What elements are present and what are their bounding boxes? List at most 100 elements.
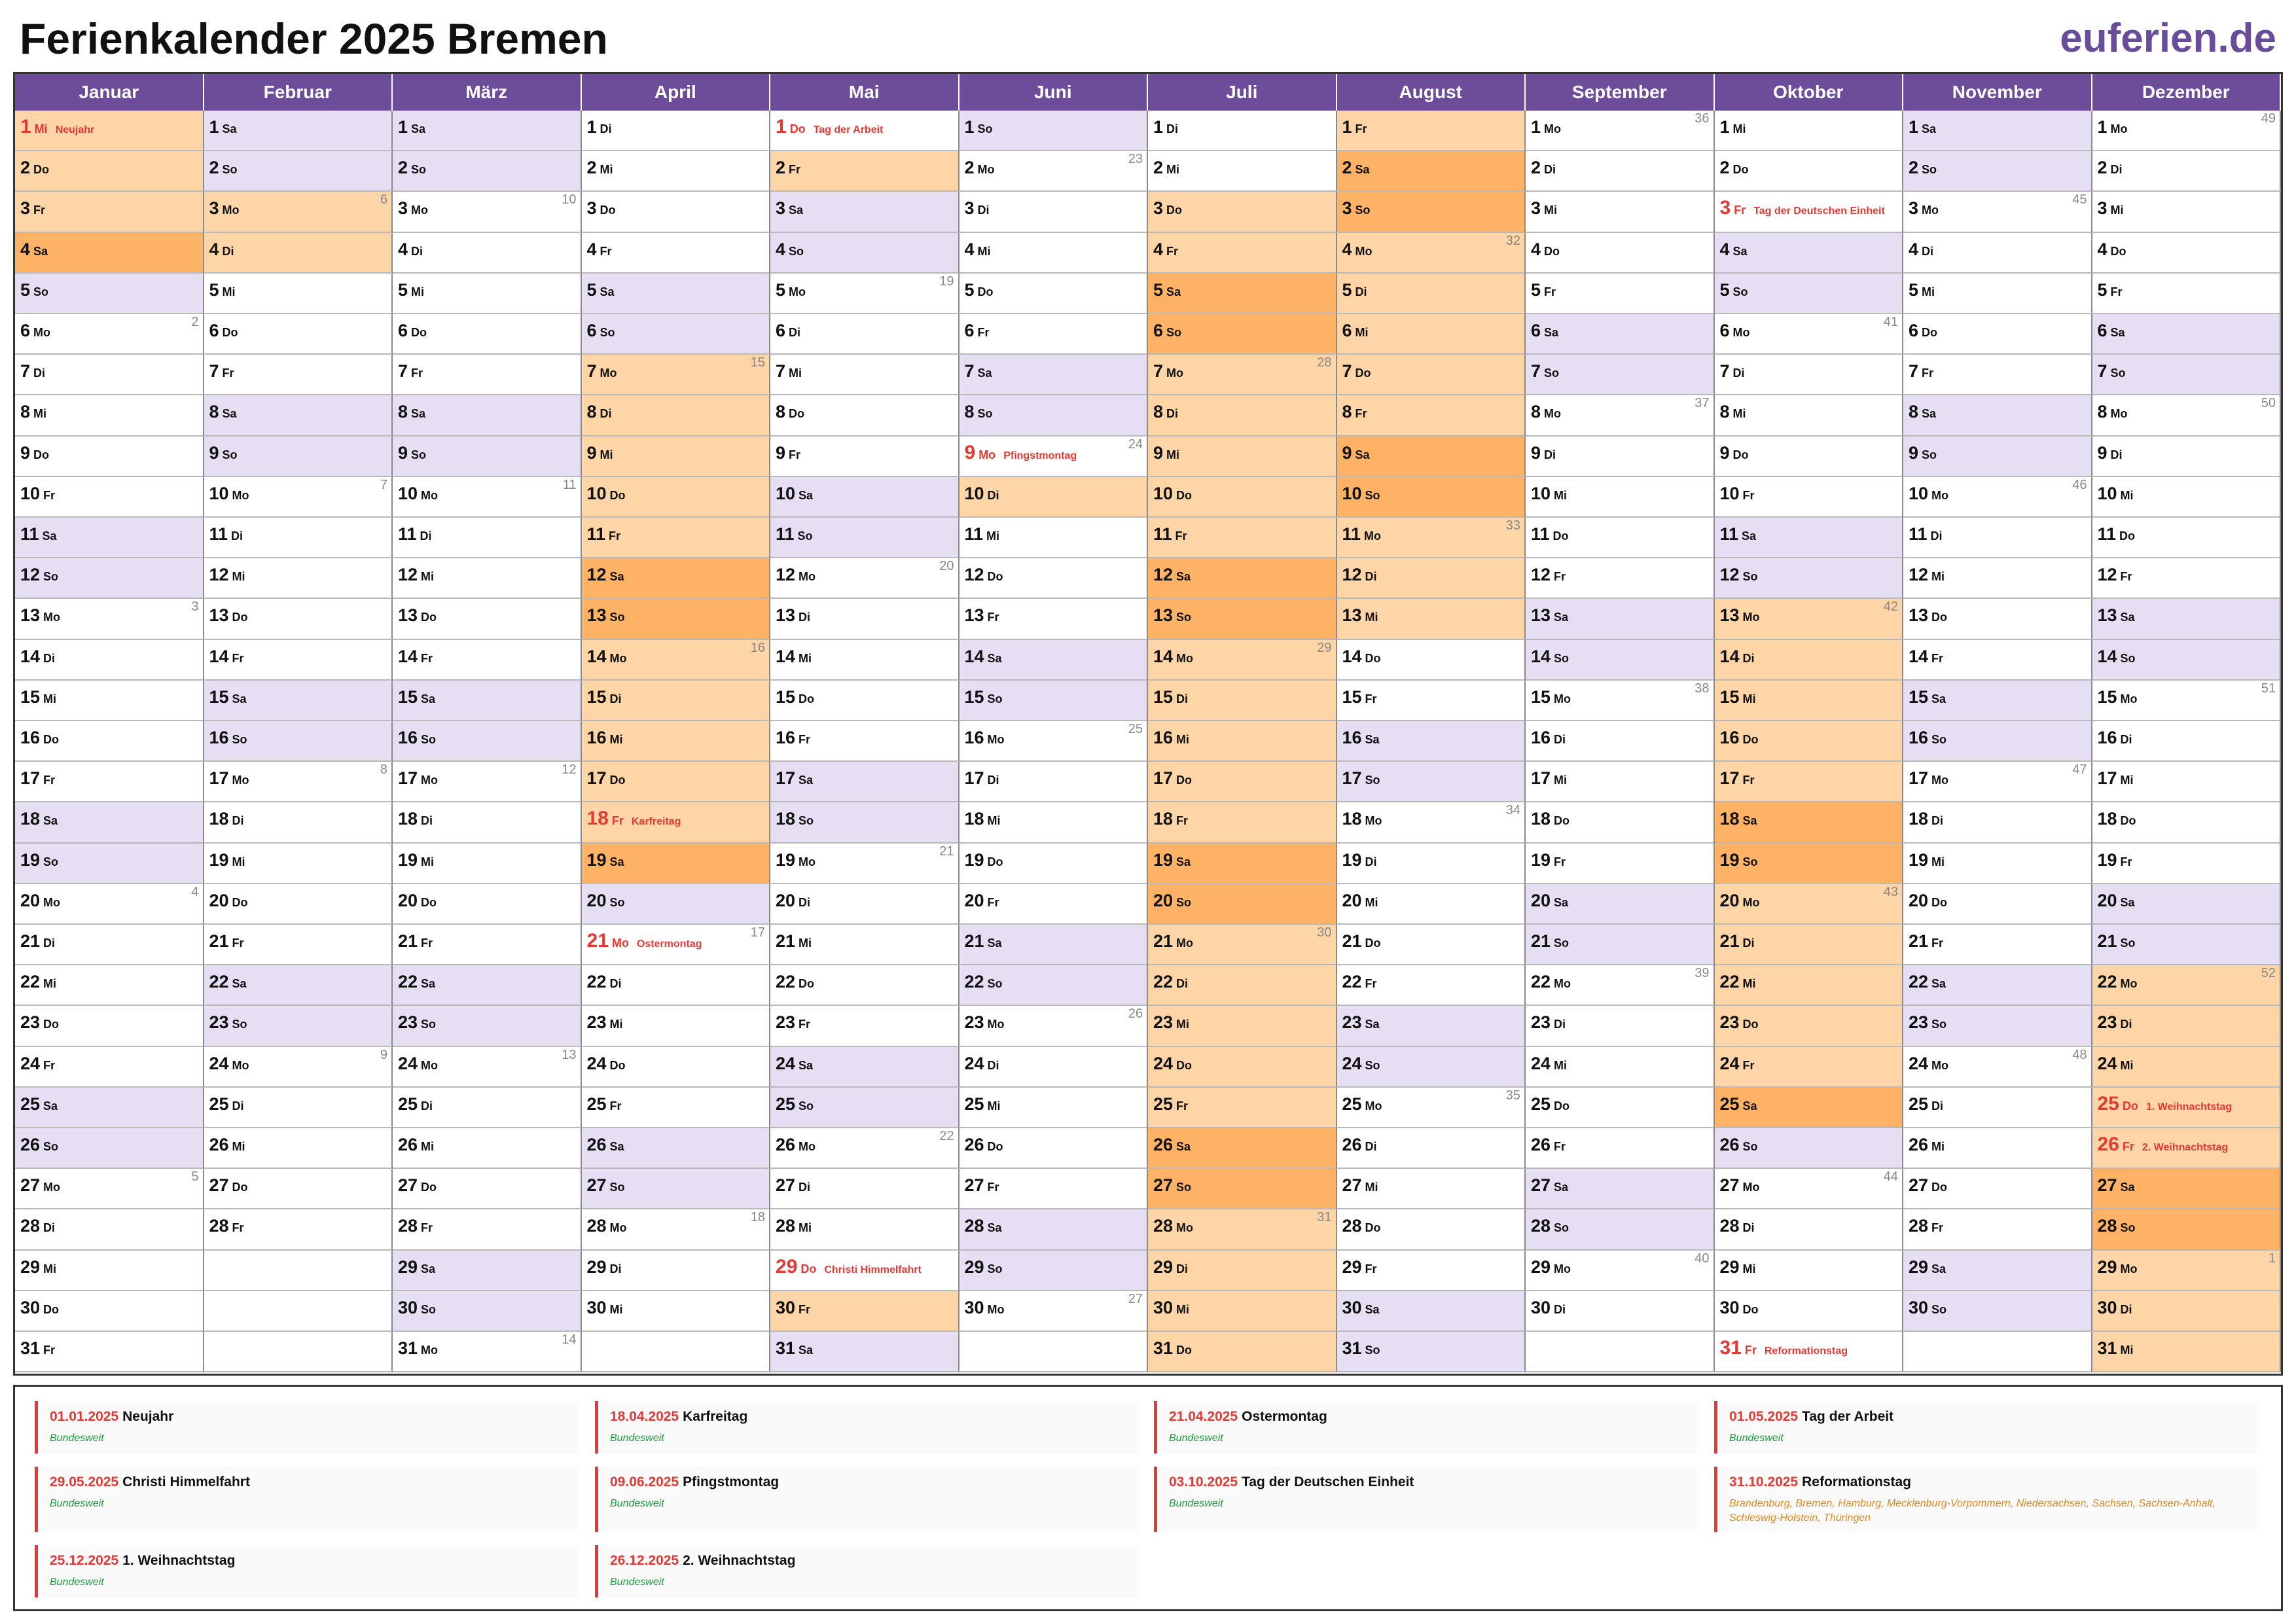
day-number: 10 Mo	[398, 483, 439, 503]
day-cell: 11 Mo 33	[1336, 518, 1526, 559]
weekday-label: Mi	[986, 529, 1000, 543]
day-number: 4 Di	[1909, 239, 1934, 259]
weekday-label: So	[1554, 936, 1570, 950]
day-number: 13 Mo	[1719, 605, 1760, 626]
week-number: 11	[562, 477, 577, 492]
day-number: 17 Mi	[1531, 768, 1568, 789]
weekday-label: Do	[609, 488, 626, 502]
day-number: 6 Mo	[1719, 321, 1750, 340]
weekday-label: Mi	[232, 855, 245, 868]
weekday-label: So	[798, 1099, 814, 1113]
day-number: 8 So	[964, 402, 993, 422]
day-number: 16 Mo	[964, 728, 1005, 747]
day-number: 13 Sa	[2097, 605, 2135, 626]
weekday-label: Do	[1742, 1302, 1759, 1316]
day-cell: 20 Mo 43	[1714, 883, 1903, 925]
weekday-label: Mi	[600, 448, 613, 461]
day-cell: 2 Fr	[770, 151, 960, 192]
weekday-label: Do	[1922, 326, 1938, 339]
day-cell: 6 So	[581, 314, 770, 355]
weekday-label: Di	[1742, 1221, 1755, 1235]
day-number: 28 Do	[1342, 1216, 1381, 1236]
day-number: 4 Mi	[964, 239, 991, 259]
day-number: 5 Fr	[2097, 279, 2123, 300]
weekday-label: Fr	[798, 1302, 811, 1316]
day-number: 17 Mo	[1909, 768, 1949, 789]
day-number: 2 Di	[1531, 158, 1556, 178]
day-number: 20 Sa	[2097, 890, 2135, 910]
weekday-label: Do	[798, 977, 815, 991]
day-cell: 28 Fr	[204, 1209, 393, 1251]
weekday-label: Do	[232, 895, 248, 909]
day-number: 11 Mo	[1342, 524, 1382, 544]
day-number: 26 Sa	[586, 1135, 624, 1154]
day-cell: 24 Sa	[770, 1046, 960, 1088]
weekday-label: So	[421, 1018, 437, 1031]
day-number: 30 So	[398, 1297, 437, 1317]
weekday-label: Di	[222, 244, 234, 258]
day-number: 10 Do	[586, 483, 626, 503]
day-cell: 19 Fr	[2092, 843, 2281, 884]
day-cell: 13 Mo 3	[15, 599, 204, 640]
weekday-label: Do	[421, 611, 437, 624]
weekday-label: Do	[43, 1018, 60, 1031]
day-number: 4 Di	[209, 239, 234, 259]
weekday-label: Di	[2120, 733, 2132, 746]
weekday-label: Fr	[609, 529, 621, 543]
day-cell: 10 Do	[581, 476, 770, 518]
day-cell: 13 Sa	[2092, 599, 2281, 640]
day-number: 20 Di	[776, 890, 811, 910]
weekday-label: Di	[1166, 407, 1179, 421]
day-cell: 21 Mo 30	[1148, 925, 1337, 966]
weekday-label: Mo	[1742, 611, 1760, 624]
weekday-label: Mo	[1554, 1262, 1571, 1275]
legend-holiday-name: Pfingstmontag	[683, 1474, 780, 1489]
day-number: 7 Mi	[776, 361, 802, 382]
week-number: 35	[1505, 1088, 1520, 1103]
weekday-label: Mi	[1732, 407, 1746, 421]
day-number: 15 Sa	[1909, 687, 1946, 707]
holiday-name: 1. Weihnachtstag	[2145, 1101, 2233, 1113]
day-number: 18 Di	[209, 809, 244, 829]
weekday-label: So	[2120, 936, 2136, 950]
day-cell: 14 Fr	[1903, 639, 2092, 681]
day-number: 3 Di	[964, 198, 990, 219]
weekday-label: Mi	[1742, 977, 1756, 991]
day-cell: 29 Di	[1148, 1250, 1337, 1291]
day-cell: 16 Mi	[1148, 721, 1337, 762]
day-cell	[204, 1291, 393, 1332]
day-cell: 26 So	[1714, 1128, 1903, 1169]
day-cell: 21 Mi	[770, 925, 960, 966]
weekday-label: Mi	[2120, 774, 2134, 787]
day-cell	[581, 1332, 770, 1373]
day-number: 22 Mo	[1531, 972, 1571, 992]
weekday-label: Fr	[1742, 488, 1755, 502]
weekday-label: Sa	[232, 977, 247, 991]
day-number: 25 Do	[1531, 1094, 1570, 1114]
day-cell: 23 Mi	[1148, 1006, 1337, 1047]
day-number: 20 Mo	[20, 890, 61, 910]
day-number: 16 Sa	[1342, 728, 1380, 747]
legend-scope: Bundesweit	[1169, 1433, 1223, 1444]
day-number: 5 Mi	[398, 279, 425, 300]
day-number: 5 So	[20, 279, 49, 300]
day-number: 22 Fr	[1342, 972, 1377, 992]
weekday-label: So	[1166, 326, 1182, 339]
day-cell: 22 So	[959, 965, 1148, 1007]
day-number: 18 Di	[1909, 809, 1944, 829]
day-number: 21 Sa	[964, 931, 1002, 951]
day-cell: 24 Fr	[15, 1046, 204, 1088]
day-number: 19 Sa	[1153, 849, 1191, 870]
weekday-label: Di	[43, 936, 56, 950]
day-cell: 21 Fr	[204, 925, 393, 966]
weekday-label: So	[987, 692, 1003, 705]
weekday-label: Do	[2120, 814, 2136, 828]
day-number: 19 Fr	[1531, 849, 1566, 870]
brand-logo[interactable]: euferien.de	[2060, 16, 2276, 61]
week-number: 34	[1505, 803, 1520, 818]
weekday-label: Mo	[421, 488, 439, 502]
day-cell: 2 Sa	[1336, 151, 1526, 192]
legend-holiday-name: Tag der Deutschen Einheit	[1242, 1474, 1414, 1489]
legend-date: 18.04.2025	[610, 1409, 679, 1424]
day-number: 5 Mo	[776, 279, 806, 300]
